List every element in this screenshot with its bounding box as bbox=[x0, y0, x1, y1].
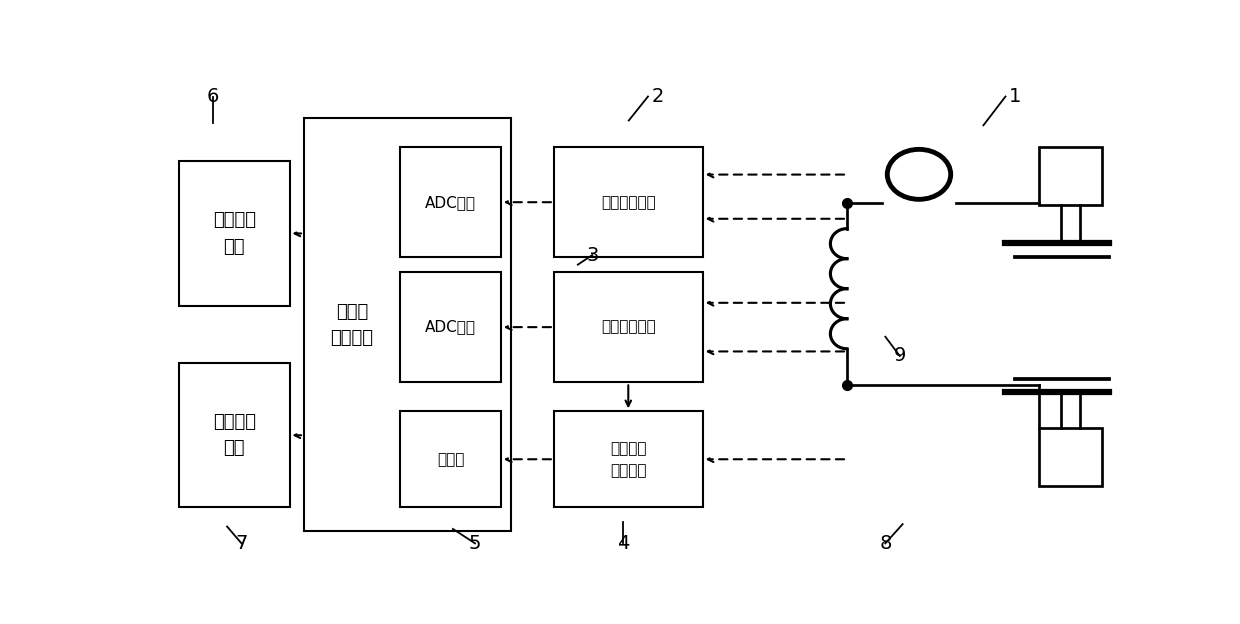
Text: 7: 7 bbox=[236, 534, 248, 553]
Bar bbox=[401, 272, 501, 383]
Text: 数据存储
电路: 数据存储 电路 bbox=[213, 413, 255, 457]
Bar bbox=[179, 162, 290, 306]
Text: 定时器: 定时器 bbox=[436, 452, 464, 467]
Bar bbox=[401, 411, 501, 507]
Bar bbox=[554, 411, 703, 507]
Text: 3: 3 bbox=[587, 246, 599, 265]
Text: 1: 1 bbox=[1009, 87, 1022, 106]
Text: 9: 9 bbox=[894, 346, 906, 366]
Bar bbox=[401, 147, 501, 258]
Bar bbox=[554, 147, 703, 258]
Ellipse shape bbox=[888, 149, 951, 199]
Text: 次级电压
同步电路: 次级电压 同步电路 bbox=[610, 441, 646, 478]
Bar bbox=[179, 363, 290, 507]
Text: 6: 6 bbox=[207, 87, 218, 106]
Bar bbox=[304, 118, 511, 532]
Bar bbox=[554, 272, 703, 383]
Text: 积分还原电路: 积分还原电路 bbox=[601, 195, 656, 210]
Text: ADC模块: ADC模块 bbox=[425, 195, 476, 210]
Text: 2: 2 bbox=[651, 87, 663, 106]
Bar bbox=[1039, 147, 1101, 205]
Text: 8: 8 bbox=[879, 534, 892, 553]
Text: 嵌入式
微处理器: 嵌入式 微处理器 bbox=[331, 303, 373, 347]
Text: 4: 4 bbox=[616, 534, 629, 553]
Text: 差分放大电路: 差分放大电路 bbox=[601, 319, 656, 334]
Text: ADC模块: ADC模块 bbox=[425, 319, 476, 334]
Text: 5: 5 bbox=[469, 534, 481, 553]
Bar bbox=[1039, 428, 1101, 485]
Text: 通讯接口
电路: 通讯接口 电路 bbox=[213, 212, 255, 256]
